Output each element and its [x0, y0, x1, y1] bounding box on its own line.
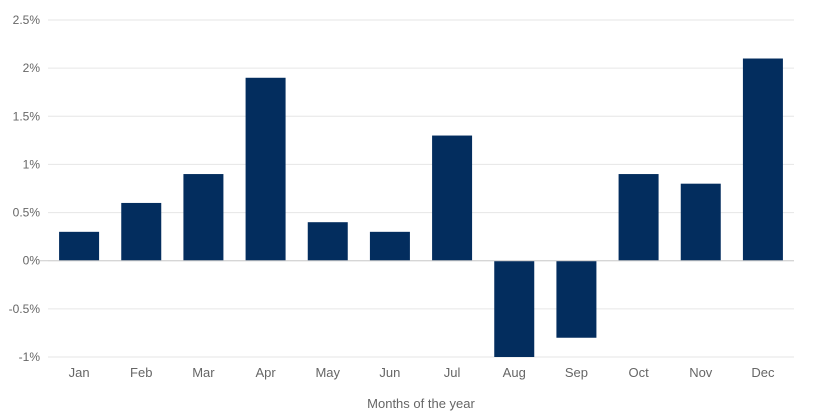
- y-axis-tick-labels: 2.5% 2% 1.5% 1% 0.5% 0% -0.5% -1%: [9, 13, 41, 364]
- y-axis-tick-label: 1.5%: [13, 109, 41, 123]
- bar-series: [59, 58, 783, 357]
- bar-feb[interactable]: [121, 202, 162, 261]
- y-axis-tick-label: 2%: [23, 61, 41, 75]
- bar-jun[interactable]: [369, 231, 410, 261]
- bar-jan[interactable]: [59, 231, 100, 261]
- x-axis-tick-label: May: [315, 365, 340, 380]
- bar-oct[interactable]: [618, 174, 659, 261]
- x-axis-tick-labels: Jan Feb Mar Apr May Jun Jul Aug Sep Oct Nov Dec: [69, 365, 775, 380]
- bar-dec[interactable]: [742, 58, 783, 261]
- x-axis-tick-label: Feb: [130, 365, 152, 380]
- x-axis-tick-label: Oct: [628, 365, 649, 380]
- y-axis-tick-label: 1%: [23, 157, 41, 171]
- x-axis-tick-label: Jan: [69, 365, 90, 380]
- x-axis-tick-label: Jun: [379, 365, 400, 380]
- x-axis-tick-label: Nov: [689, 365, 713, 380]
- x-axis-tick-label: Sep: [565, 365, 588, 380]
- y-axis-tick-label: -0.5%: [9, 302, 41, 316]
- bar-may[interactable]: [307, 222, 348, 261]
- bar-aug[interactable]: [494, 260, 535, 357]
- y-axis-tick-label: 2.5%: [13, 13, 41, 27]
- bar-nov[interactable]: [680, 183, 721, 261]
- bar-mar[interactable]: [183, 174, 224, 261]
- y-axis-tick-label: 0%: [23, 254, 41, 268]
- x-axis-tick-label: Mar: [192, 365, 215, 380]
- x-axis-title: Months of the year: [367, 396, 475, 411]
- x-axis-tick-label: Aug: [503, 365, 526, 380]
- x-axis-tick-label: Jul: [444, 365, 461, 380]
- bar-sep[interactable]: [556, 260, 597, 338]
- bar-apr[interactable]: [245, 77, 286, 261]
- bar-jul[interactable]: [432, 135, 473, 261]
- x-axis-tick-label: Dec: [751, 365, 775, 380]
- x-axis-tick-label: Apr: [255, 365, 276, 380]
- y-axis-tick-label: -1%: [19, 350, 41, 364]
- y-axis-tick-label: 0.5%: [13, 206, 41, 220]
